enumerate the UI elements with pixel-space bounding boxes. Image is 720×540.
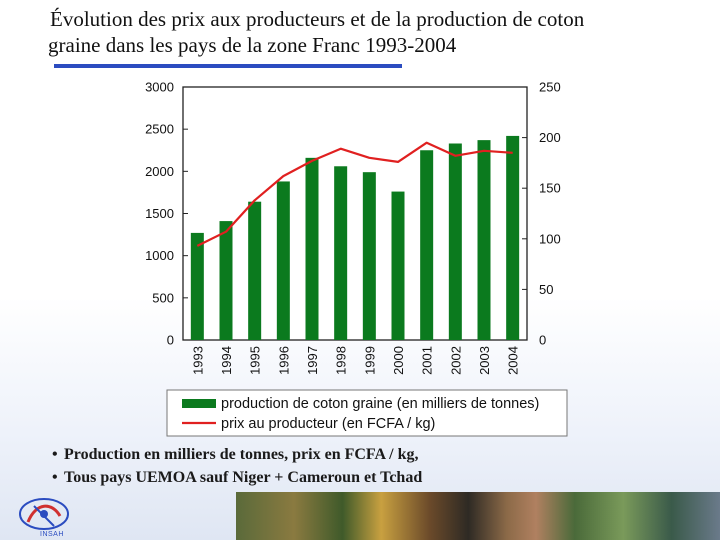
bar-production	[248, 201, 262, 340]
left-axis-tick-label: 2500	[145, 122, 174, 137]
right-axis-tick-label: 150	[539, 181, 561, 196]
x-axis-tick-label: 1993	[190, 346, 205, 375]
x-axis-tick-label: 1996	[276, 346, 291, 375]
x-axis-tick-label: 1999	[362, 346, 377, 375]
x-axis-tick-label: 1997	[305, 346, 320, 375]
line-price	[196, 141, 513, 247]
legend-box	[166, 389, 568, 437]
bar-production	[477, 140, 491, 340]
legend-swatch-bar	[182, 399, 216, 408]
slide-title: Évolution des prix aux producteurs et de…	[48, 6, 690, 58]
bar-production	[420, 150, 434, 340]
title-underline	[54, 64, 402, 68]
x-axis-tick-label: 2004	[506, 346, 521, 375]
x-axis-tick-label: 2001	[420, 346, 435, 375]
note-text: Tous pays UEMOA sauf Niger + Cameroun et…	[64, 469, 423, 486]
left-axis-tick-label: 500	[152, 290, 174, 305]
right-axis-tick-label: 50	[539, 282, 553, 297]
bar-production	[190, 232, 204, 340]
note-item: • Production en milliers de tonnes, prix …	[52, 443, 422, 466]
note-item: • Tous pays UEMOA sauf Niger + Cameroun e…	[52, 466, 422, 489]
bar-production	[334, 166, 348, 340]
right-axis-tick-label: 0	[539, 333, 546, 348]
plot-area	[182, 86, 528, 341]
x-axis-tick-label: 2000	[391, 346, 406, 375]
left-axis-tick-label: 0	[167, 333, 174, 348]
right-axis-tick-label: 100	[539, 231, 561, 246]
right-axis-tick-label: 250	[539, 80, 561, 95]
bar-production	[305, 157, 319, 340]
slide-title-line-2: graine dans les pays de la zone Franc 19…	[48, 33, 457, 57]
legend-label-production: production de coton graine (en milliers …	[221, 396, 539, 412]
left-axis-tick-label: 3000	[145, 80, 174, 95]
x-axis-tick-label: 1994	[219, 346, 234, 375]
left-axis-tick-label: 1500	[145, 206, 174, 221]
bar-production	[391, 191, 405, 340]
right-axis-tick-label: 200	[539, 130, 561, 145]
logo-icon	[19, 498, 69, 530]
bullet-icon: •	[52, 469, 58, 486]
bar-production	[276, 181, 290, 340]
footer-photo-strip	[236, 492, 720, 540]
logo-label: INSAH	[40, 531, 64, 538]
bullet-icon: •	[52, 446, 58, 463]
legend-label-price: prix au producteur (en FCFA / kg)	[221, 416, 435, 432]
left-axis-tick-label: 1000	[145, 248, 174, 263]
bar-production	[362, 172, 376, 340]
x-axis-tick-label: 1995	[248, 346, 263, 375]
bar-production	[506, 135, 520, 340]
notes: • Production en milliers de tonnes, prix …	[52, 443, 422, 489]
bar-production	[448, 143, 462, 340]
x-axis-tick-label: 2003	[477, 346, 492, 375]
note-text: Production en milliers de tonnes, prix e…	[64, 446, 419, 463]
slide-title-line-1: Évolution des prix aux producteurs et de…	[50, 7, 585, 31]
bar-production	[219, 221, 233, 340]
left-axis-tick-label: 2000	[145, 164, 174, 179]
x-axis-tick-label: 2002	[448, 346, 463, 375]
x-axis-tick-label: 1998	[334, 346, 349, 375]
